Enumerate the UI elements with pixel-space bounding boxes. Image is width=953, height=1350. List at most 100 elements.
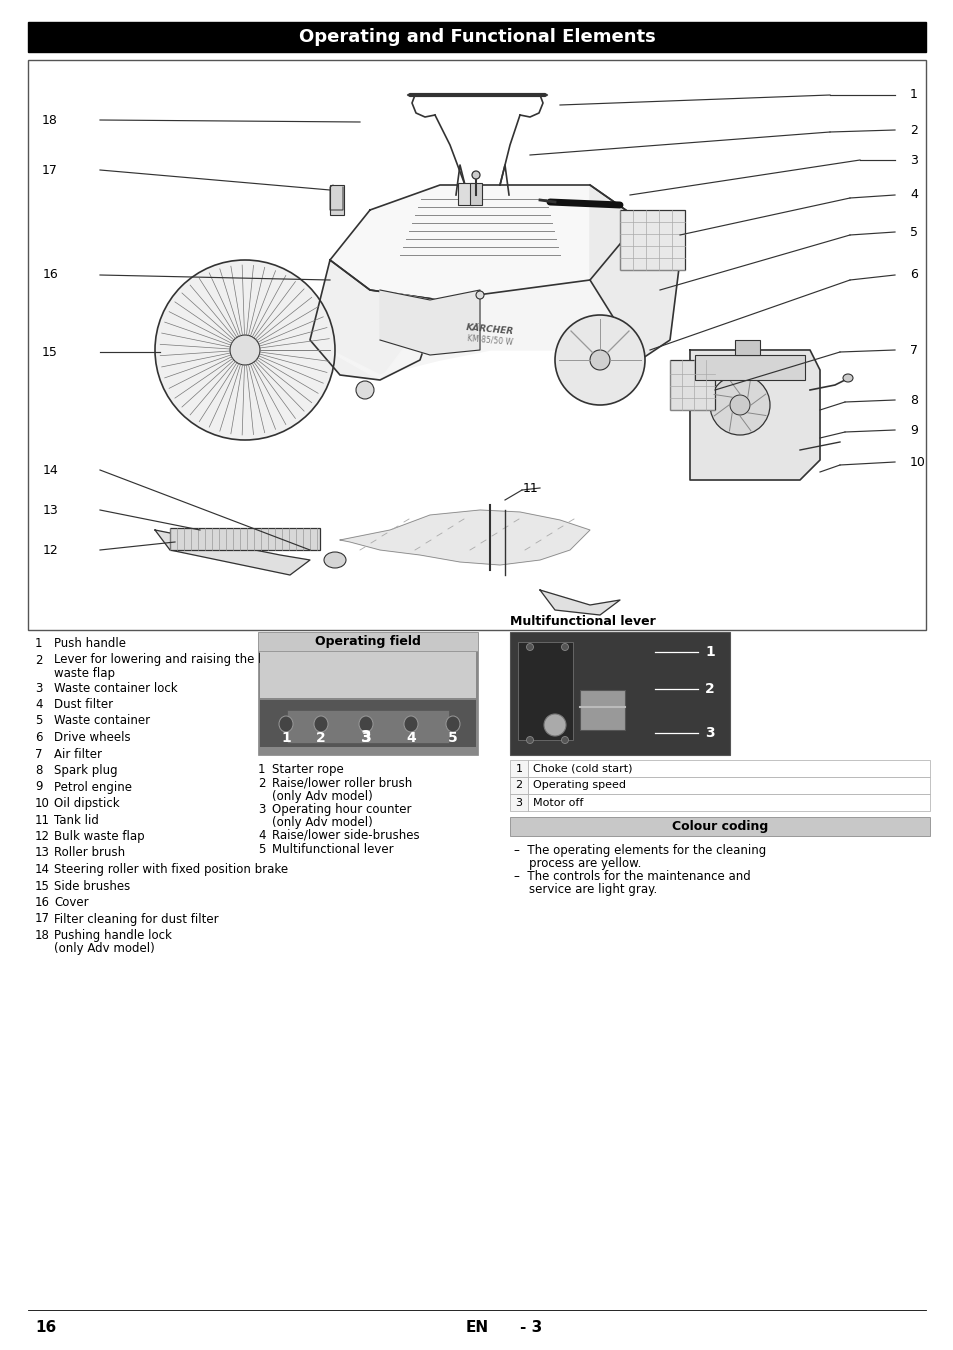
Text: 4: 4: [257, 829, 265, 842]
Text: Raise/lower side-brushes: Raise/lower side-brushes: [272, 829, 419, 842]
Bar: [734, 340, 760, 355]
Text: 9: 9: [35, 780, 43, 794]
Bar: [330, 185, 344, 215]
Text: Choke (cold start): Choke (cold start): [533, 764, 632, 774]
Ellipse shape: [561, 644, 568, 651]
Text: process are yellow.: process are yellow.: [514, 857, 640, 869]
Text: 7: 7: [909, 343, 917, 356]
Text: 1: 1: [909, 89, 917, 101]
Ellipse shape: [561, 737, 568, 744]
Text: Steering roller with fixed position brake: Steering roller with fixed position brak…: [54, 863, 288, 876]
Text: 8: 8: [35, 764, 42, 778]
Text: Side brushes: Side brushes: [54, 879, 131, 892]
Text: 5: 5: [35, 714, 42, 728]
Bar: [510, 778, 527, 794]
Text: 3: 3: [909, 154, 917, 166]
Text: Waste container: Waste container: [54, 714, 150, 728]
Polygon shape: [310, 279, 669, 379]
Text: KÄRCHER: KÄRCHER: [465, 324, 514, 336]
Text: 17: 17: [35, 913, 50, 926]
Text: Multifunctional lever: Multifunctional lever: [510, 616, 655, 628]
Text: 15: 15: [35, 879, 50, 892]
Ellipse shape: [154, 261, 335, 440]
Text: 4: 4: [406, 730, 416, 745]
Polygon shape: [379, 290, 479, 355]
Text: 16: 16: [35, 896, 50, 909]
Bar: [170, 528, 319, 549]
Text: Operating field: Operating field: [314, 634, 420, 648]
Text: 14: 14: [42, 463, 58, 477]
Text: 17: 17: [42, 163, 58, 177]
Ellipse shape: [446, 716, 459, 732]
Text: 16: 16: [42, 269, 58, 282]
Text: 16: 16: [35, 1320, 56, 1335]
Text: Operating and Functional Elements: Operating and Functional Elements: [298, 28, 655, 46]
Bar: [260, 701, 476, 747]
Text: Waste container lock: Waste container lock: [54, 682, 177, 694]
Text: 1: 1: [35, 637, 43, 649]
Text: Motor off: Motor off: [533, 798, 583, 807]
Ellipse shape: [358, 716, 373, 732]
Ellipse shape: [526, 644, 533, 651]
Ellipse shape: [555, 315, 644, 405]
Text: (only Adv model): (only Adv model): [272, 790, 373, 803]
Text: 2: 2: [704, 682, 714, 697]
Text: 18: 18: [35, 929, 50, 942]
Bar: [695, 355, 804, 379]
Text: 3: 3: [35, 682, 42, 694]
Bar: [669, 360, 714, 410]
Text: 12: 12: [42, 544, 58, 556]
Text: KM 85/50 W: KM 85/50 W: [466, 333, 513, 347]
Bar: [28, 22, 925, 53]
Text: 7: 7: [35, 748, 43, 760]
Text: (only Adv model): (only Adv model): [272, 815, 373, 829]
Text: Lever for lowering and raising the bulk: Lever for lowering and raising the bulk: [54, 653, 283, 667]
Text: Push handle: Push handle: [54, 637, 126, 649]
Text: 3: 3: [360, 730, 371, 745]
Polygon shape: [330, 185, 639, 300]
Text: 14: 14: [35, 863, 50, 876]
Bar: [619, 211, 684, 270]
Ellipse shape: [314, 716, 328, 732]
Text: waste flap: waste flap: [54, 667, 115, 679]
Text: Spark plug: Spark plug: [54, 764, 117, 778]
Bar: [510, 632, 729, 755]
Bar: [257, 632, 477, 651]
Polygon shape: [310, 261, 439, 379]
Ellipse shape: [476, 292, 483, 298]
Text: - 3: - 3: [519, 1320, 541, 1335]
Text: 3: 3: [515, 798, 522, 807]
Text: 2: 2: [315, 730, 326, 745]
Polygon shape: [154, 531, 310, 575]
Polygon shape: [539, 590, 619, 616]
Text: 10: 10: [35, 796, 50, 810]
Text: Air filter: Air filter: [54, 748, 102, 760]
Text: service are light gray.: service are light gray.: [514, 883, 657, 896]
Text: 2: 2: [257, 778, 265, 790]
Bar: [510, 760, 527, 778]
Polygon shape: [689, 350, 820, 481]
Text: Roller brush: Roller brush: [54, 846, 125, 860]
Ellipse shape: [472, 171, 479, 180]
Text: Starter rope: Starter rope: [272, 763, 343, 776]
Polygon shape: [589, 185, 679, 360]
Ellipse shape: [526, 737, 533, 744]
Text: Petrol engine: Petrol engine: [54, 780, 132, 794]
Text: Colour coding: Colour coding: [671, 819, 767, 833]
Text: Pushing handle lock: Pushing handle lock: [54, 929, 172, 942]
Text: 3: 3: [704, 726, 714, 740]
Bar: [470, 184, 481, 205]
Ellipse shape: [355, 381, 374, 400]
Text: Dust filter: Dust filter: [54, 698, 113, 711]
Text: Multifunctional lever: Multifunctional lever: [272, 842, 394, 856]
Text: Cover: Cover: [54, 896, 89, 909]
Text: 4: 4: [35, 698, 43, 711]
Text: 6: 6: [909, 269, 917, 282]
Text: Raise/lower roller brush: Raise/lower roller brush: [272, 778, 412, 790]
Text: –  The controls for the maintenance and: – The controls for the maintenance and: [514, 869, 750, 883]
Text: 1: 1: [257, 763, 265, 776]
Text: 12: 12: [35, 830, 50, 842]
Text: 11: 11: [35, 814, 50, 826]
Text: (only Adv model): (only Adv model): [54, 942, 154, 954]
Text: 15: 15: [42, 346, 58, 359]
